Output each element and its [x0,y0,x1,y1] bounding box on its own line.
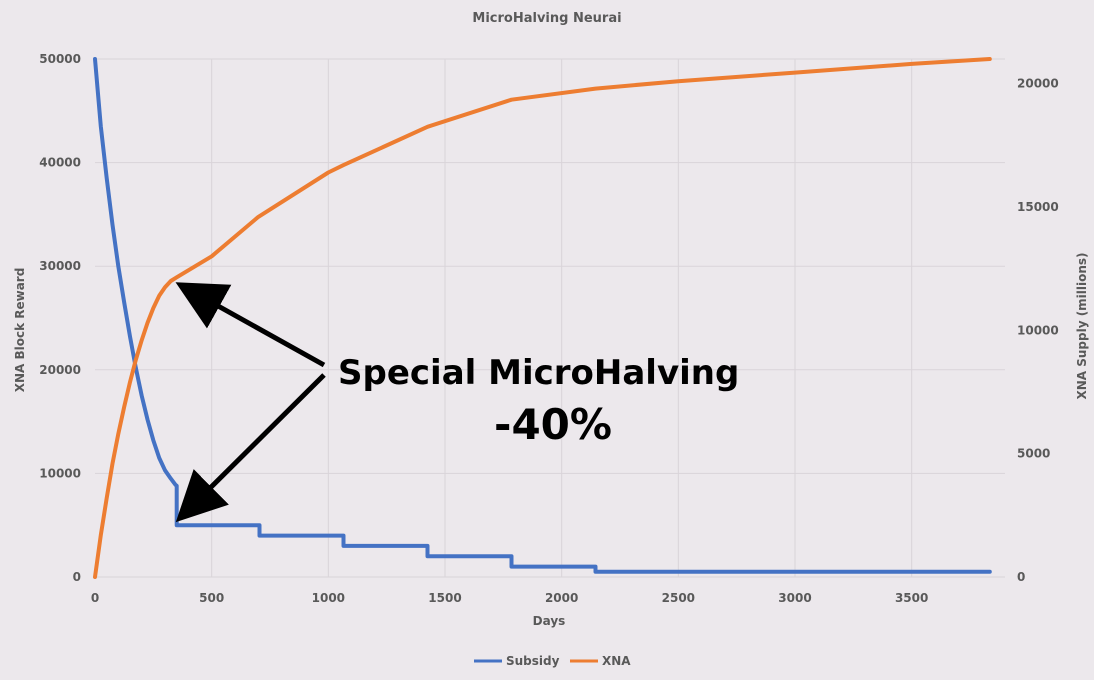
y-left-tick-label: 30000 [39,259,81,273]
y-axis-right-ticks: 0 5000 10000 15000 20000 [1017,77,1059,584]
y-right-tick-label: 20000 [1017,77,1059,91]
legend-label-subsidy: Subsidy [506,654,560,668]
series-group [93,57,992,579]
legend: Subsidy XNA [474,654,631,668]
x-axis-ticks: 0 500 1000 1500 2000 2500 3000 3500 [91,591,929,605]
x-tick-label: 1000 [312,591,345,605]
annotation: Special MicroHalving -40% [175,282,739,523]
x-tick-label: 2000 [545,591,578,605]
series-line-xna [93,57,992,579]
y-left-tick-label: 20000 [39,363,81,377]
legend-label-xna: XNA [602,654,631,668]
y-right-tick-label: 10000 [1017,323,1059,337]
y-left-tick-label: 0 [73,570,81,584]
x-axis-title: Days [533,614,566,628]
y-left-tick-label: 50000 [39,52,81,66]
chart-title: MicroHalving Neurai [472,11,621,26]
y-axis-left-title: XNA Block Reward [13,268,27,393]
gridlines [95,58,1005,578]
y-left-tick-label: 40000 [39,156,81,170]
y-axis-right-title: XNA Supply (millions) [1075,252,1089,399]
y-left-tick-label: 10000 [39,466,81,480]
x-tick-label: 2500 [662,591,695,605]
annotation-title: Special MicroHalving [338,353,739,393]
annotation-percent: -40% [494,400,612,449]
y-right-tick-label: 15000 [1017,200,1059,214]
x-tick-label: 3500 [895,591,928,605]
y-axis-left-ticks: 0 10000 20000 30000 40000 50000 [39,52,81,584]
x-tick-label: 1500 [428,591,461,605]
annotation-arrow-lower [175,373,326,523]
annotation-arrow-upper [175,282,326,368]
x-tick-label: 0 [91,591,99,605]
x-tick-label: 500 [199,591,224,605]
x-tick-label: 3000 [778,591,811,605]
y-right-tick-label: 5000 [1017,447,1050,461]
series-line-subsidy [93,57,992,574]
y-right-tick-label: 0 [1017,570,1025,584]
